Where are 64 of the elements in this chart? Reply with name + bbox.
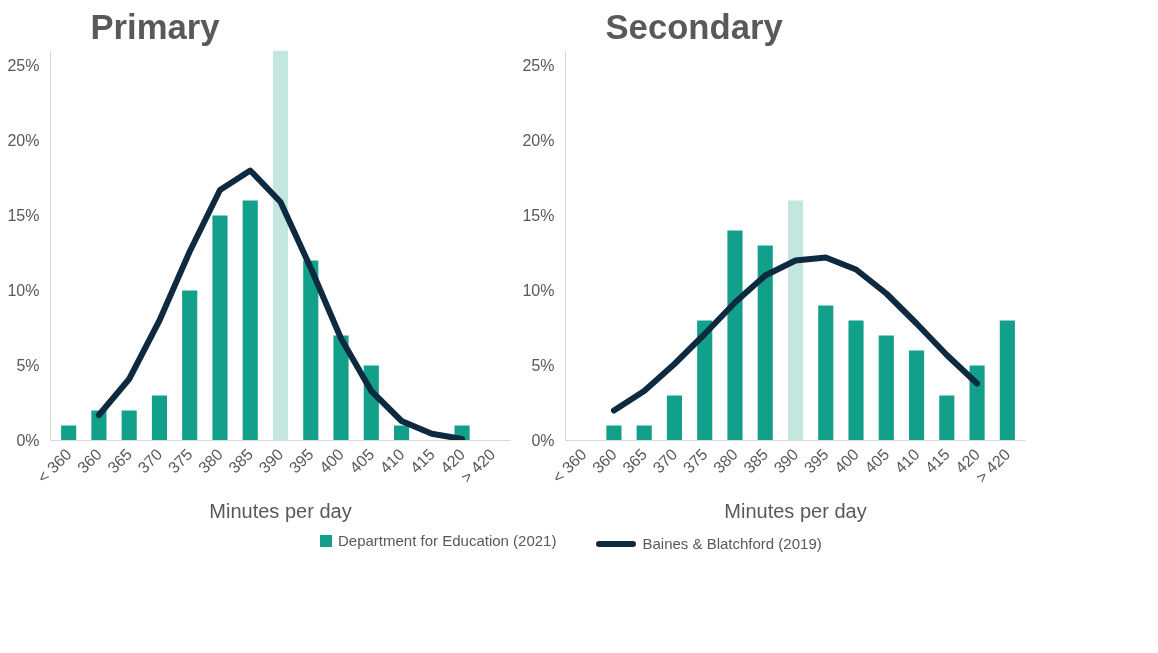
bar [393, 425, 410, 441]
x-axis-title: Minutes per day [724, 500, 867, 523]
bar [878, 335, 894, 441]
y-tick-label: 15% [522, 207, 555, 224]
bar [697, 320, 713, 441]
x-tick-label: 410 [891, 445, 923, 477]
x-tick-label: 395 [285, 445, 317, 477]
legend-label: Baines & Blatchford (2019) [641, 534, 822, 554]
x-tick-label: 415 [406, 445, 438, 477]
x-tick-label: 400 [831, 445, 863, 477]
bar [727, 230, 743, 441]
x-tick-label: 385 [740, 445, 772, 477]
y-tick-label: 25% [7, 57, 40, 74]
bar [182, 290, 198, 441]
bar [666, 395, 683, 441]
x-tick-label: 385 [225, 445, 257, 477]
x-tick-label: 380 [710, 445, 742, 477]
bar [999, 320, 1015, 441]
x-tick-label: 415 [921, 445, 953, 477]
x-tick-label: 405 [861, 445, 893, 477]
x-tick-label: 380 [195, 445, 227, 477]
y-tick-label: 10% [7, 282, 40, 299]
x-tick-label: 375 [164, 445, 196, 477]
x-tick-label: 390 [255, 445, 287, 477]
x-tick-label: 375 [679, 445, 711, 477]
bar [939, 395, 955, 441]
y-tick-label: 25% [522, 57, 555, 74]
y-tick-label: 5% [16, 357, 40, 374]
bar [848, 320, 864, 441]
y-tick-label: 20% [7, 132, 40, 149]
bar [61, 425, 77, 441]
x-tick-label: 365 [619, 445, 651, 477]
x-tick-label: 370 [649, 445, 681, 477]
chart-title: Primary [90, 7, 221, 46]
bar [636, 425, 652, 441]
x-tick-label: 370 [134, 445, 166, 477]
x-tick-label: 405 [346, 445, 378, 477]
bar [151, 395, 168, 441]
x-tick-label: 400 [316, 445, 348, 477]
x-axis-title: Minutes per day [209, 500, 352, 523]
y-tick-label: 20% [522, 132, 555, 149]
x-tick-label: 395 [800, 445, 832, 477]
y-tick-label: 15% [7, 207, 40, 224]
bar [212, 215, 228, 441]
x-tick-label: 360 [74, 445, 105, 477]
bar [303, 260, 319, 441]
bar [787, 200, 804, 441]
x-tick-label: 365 [104, 445, 136, 477]
bar [121, 410, 137, 441]
legend-label: Department for Education (2021) [337, 531, 557, 551]
bar [969, 365, 985, 441]
x-tick-label: 360 [589, 445, 620, 477]
bar [333, 335, 349, 441]
x-tick-label: 410 [376, 445, 408, 477]
bar [908, 350, 925, 441]
bar [606, 425, 622, 441]
bar [272, 50, 289, 441]
y-tick-label: 5% [531, 357, 555, 374]
bar [818, 305, 834, 441]
chart-title: Secondary [605, 7, 784, 46]
y-tick-label: 10% [522, 282, 555, 299]
bar [242, 200, 258, 441]
bar [757, 245, 773, 441]
x-tick-label: 390 [770, 445, 802, 477]
